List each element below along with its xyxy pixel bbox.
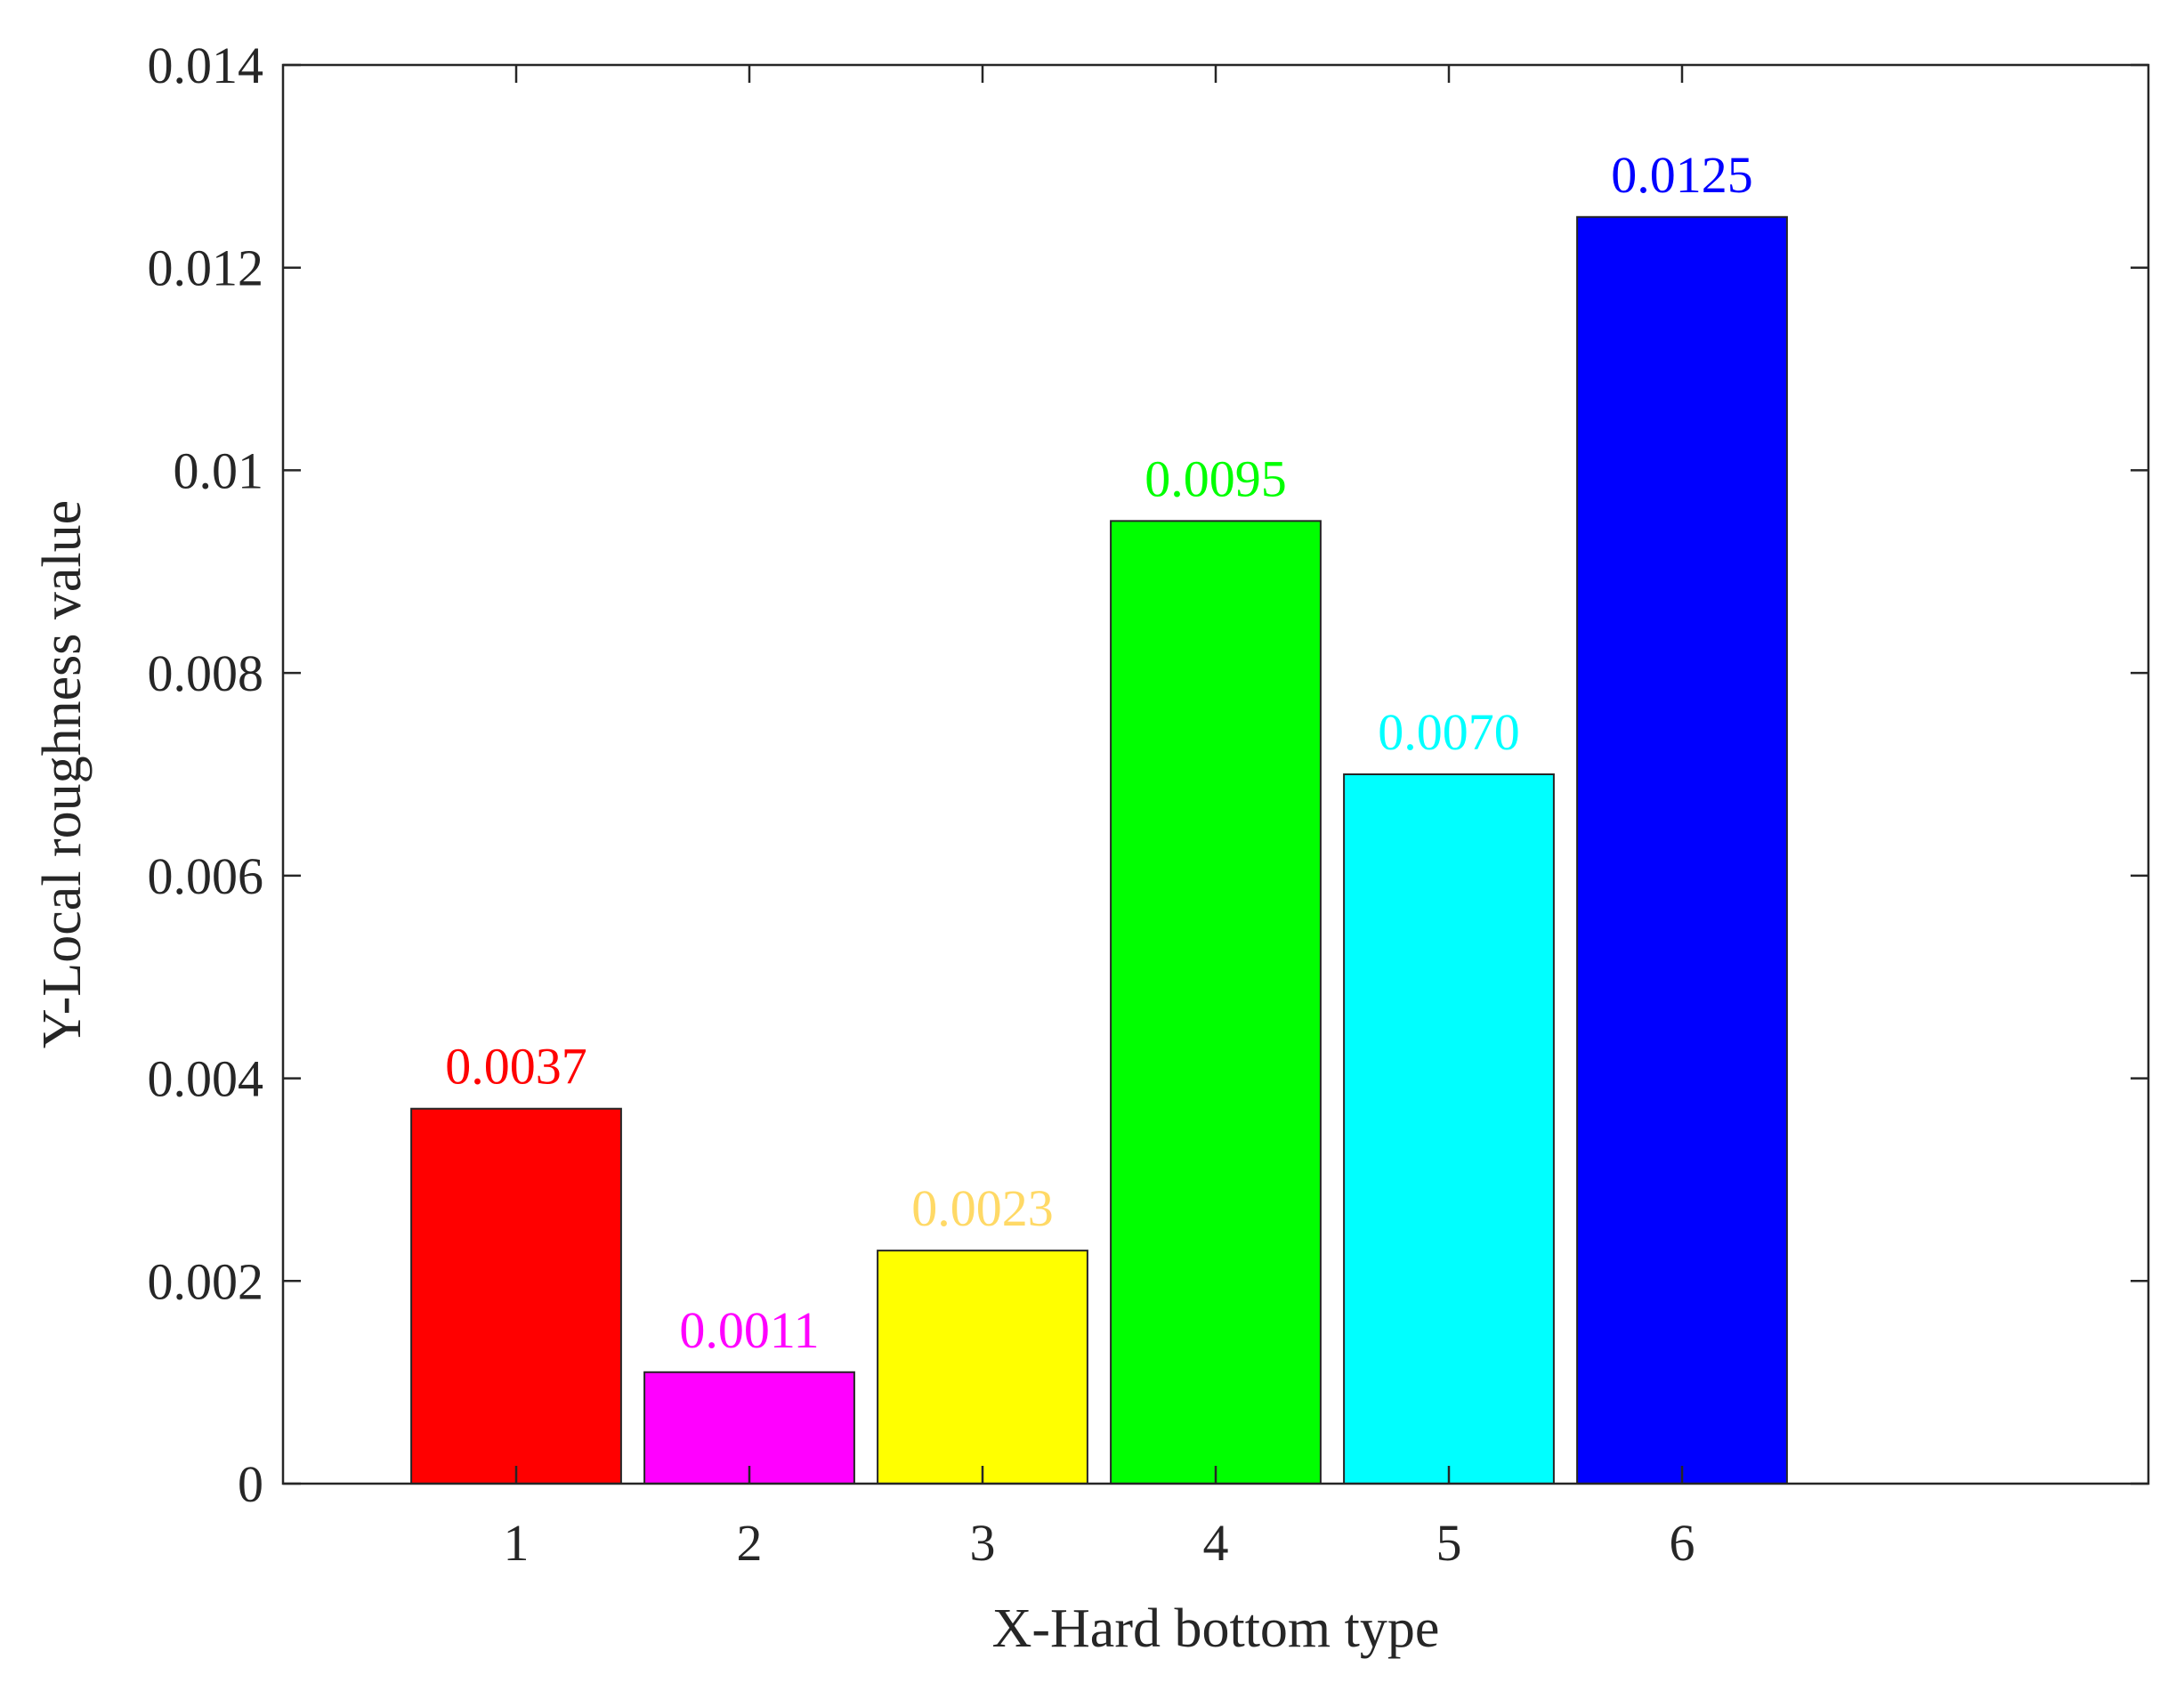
y-tick-label: 0.006 [148,847,264,905]
data-label-1: 0.0037 [445,1038,587,1096]
y-axis-ticks: 0 0.002 0.004 0.006 0.008 0.01 0.012 0.014 [148,36,2148,1513]
y-tick-label: 0.012 [148,239,264,297]
x-tick-label: 1 [504,1514,530,1572]
bar-2 [643,1371,855,1485]
y-tick-label: 0.002 [148,1252,264,1310]
x-tick-label: 2 [737,1514,763,1572]
data-labels-group: 0.0037 0.0011 0.0023 0.0095 0.0070 0.0125 [445,146,1753,1359]
x-tick-label: 3 [970,1514,996,1572]
data-label-4: 0.0095 [1145,449,1287,507]
bar-1 [410,1107,622,1485]
data-label-3: 0.0023 [911,1179,1054,1237]
y-axis-title: Y-Local roughness value [32,500,93,1048]
x-axis-title: X-Hard bottom type [992,1598,1440,1659]
y-tick-label: 0.014 [148,36,264,94]
x-tick-label: 6 [1670,1514,1695,1572]
y-tick-label: 0.008 [148,644,264,702]
data-label-2: 0.0011 [679,1301,819,1359]
bar-4 [1110,520,1322,1485]
bars-group [410,215,1788,1485]
x-axis-ticks: 1 2 3 4 5 6 [504,65,1695,1572]
data-label-6: 0.0125 [1611,146,1753,204]
bar-5 [1343,773,1555,1485]
y-tick-label: 0.01 [174,441,264,499]
data-label-5: 0.0070 [1378,703,1520,761]
bar-6 [1576,215,1788,1485]
y-tick-label: 0.004 [148,1050,264,1108]
y-tick-label: 0 [238,1455,263,1513]
x-tick-label: 4 [1203,1514,1229,1572]
bar-3 [877,1250,1088,1485]
x-tick-label: 5 [1436,1514,1462,1572]
